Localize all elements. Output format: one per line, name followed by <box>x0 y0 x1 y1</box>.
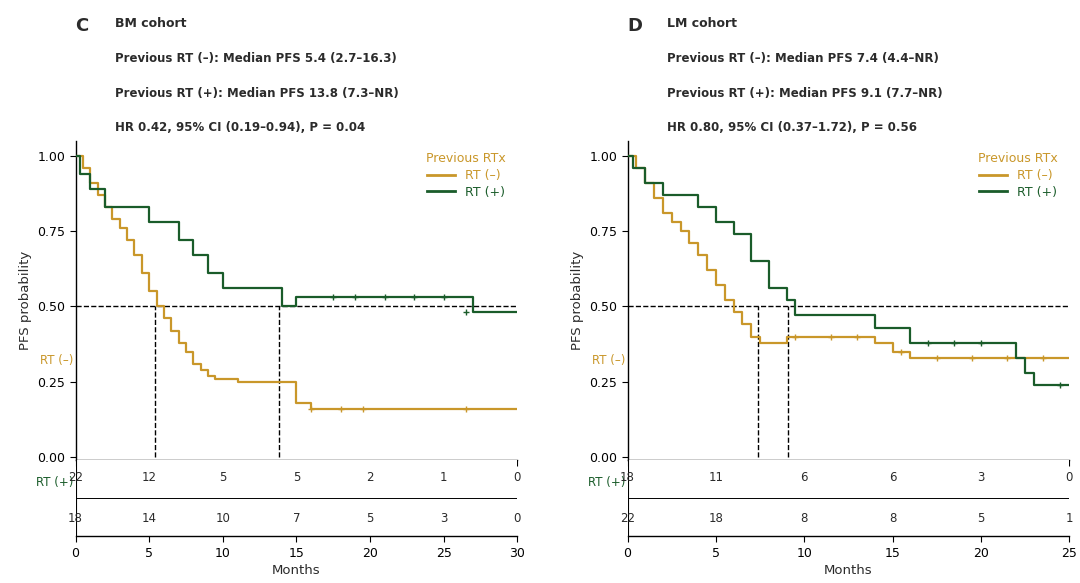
Text: 5: 5 <box>219 471 227 484</box>
Text: 10: 10 <box>215 512 230 525</box>
Legend: RT (–), RT (+): RT (–), RT (+) <box>973 147 1063 204</box>
Legend: RT (–), RT (+): RT (–), RT (+) <box>421 147 511 204</box>
Text: Previous RT (+): Median PFS 9.1 (7.7–NR): Previous RT (+): Median PFS 9.1 (7.7–NR) <box>667 87 943 100</box>
Text: 7: 7 <box>293 512 300 525</box>
Text: 0: 0 <box>513 471 521 484</box>
Y-axis label: PFS probability: PFS probability <box>570 251 583 350</box>
Text: 6: 6 <box>889 471 896 484</box>
Y-axis label: PFS probability: PFS probability <box>18 251 31 350</box>
Text: 14: 14 <box>141 512 157 525</box>
Text: 22: 22 <box>620 512 635 525</box>
Text: 0: 0 <box>1066 471 1072 484</box>
Text: C: C <box>76 17 89 36</box>
X-axis label: Months: Months <box>824 564 873 577</box>
Text: BM cohort: BM cohort <box>116 17 187 30</box>
Text: 22: 22 <box>68 471 83 484</box>
X-axis label: Months: Months <box>272 564 321 577</box>
Text: RT (+): RT (+) <box>36 476 73 489</box>
Text: 18: 18 <box>708 512 724 525</box>
Text: Previous RT (+): Median PFS 13.8 (7.3–NR): Previous RT (+): Median PFS 13.8 (7.3–NR… <box>116 87 400 100</box>
Text: 1: 1 <box>1066 512 1072 525</box>
Text: 1: 1 <box>440 471 447 484</box>
Text: 18: 18 <box>620 471 635 484</box>
Text: D: D <box>627 17 643 36</box>
Text: 3: 3 <box>977 471 985 484</box>
Text: 8: 8 <box>800 512 808 525</box>
Text: 6: 6 <box>800 471 808 484</box>
Text: 8: 8 <box>889 512 896 525</box>
Text: 2: 2 <box>366 471 374 484</box>
Text: 3: 3 <box>440 512 447 525</box>
Text: LM cohort: LM cohort <box>667 17 738 30</box>
Text: RT (+): RT (+) <box>588 476 625 489</box>
Text: RT (–): RT (–) <box>40 354 73 367</box>
Text: Previous RT (–): Median PFS 7.4 (4.4–NR): Previous RT (–): Median PFS 7.4 (4.4–NR) <box>667 52 940 65</box>
Text: 5: 5 <box>977 512 985 525</box>
Text: RT (–): RT (–) <box>592 354 625 367</box>
Text: 5: 5 <box>293 471 300 484</box>
Text: 0: 0 <box>513 512 521 525</box>
Text: HR 0.42, 95% CI (0.19–0.94), P = 0.04: HR 0.42, 95% CI (0.19–0.94), P = 0.04 <box>116 121 366 134</box>
Text: 12: 12 <box>141 471 157 484</box>
Text: HR 0.80, 95% CI (0.37–1.72), P = 0.56: HR 0.80, 95% CI (0.37–1.72), P = 0.56 <box>667 121 917 134</box>
Text: 11: 11 <box>708 471 724 484</box>
Text: Previous RT (–): Median PFS 5.4 (2.7–16.3): Previous RT (–): Median PFS 5.4 (2.7–16.… <box>116 52 397 65</box>
Text: 5: 5 <box>366 512 374 525</box>
Text: 18: 18 <box>68 512 83 525</box>
